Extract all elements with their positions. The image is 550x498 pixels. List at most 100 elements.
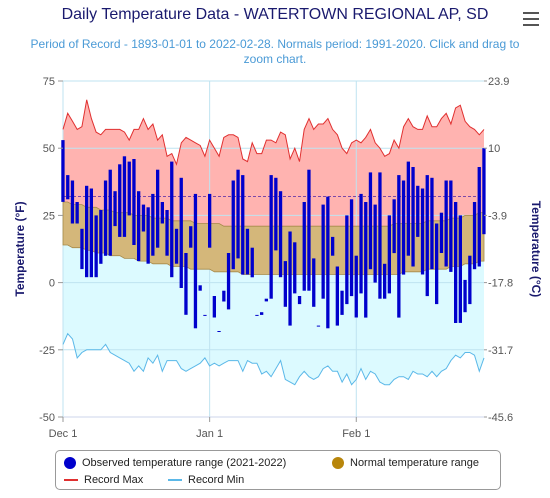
observed-bar[interactable]: [99, 210, 103, 264]
observed-bar[interactable]: [151, 193, 155, 256]
observed-bar[interactable]: [278, 191, 283, 278]
observed-bar[interactable]: [231, 180, 235, 270]
hamburger-menu-icon[interactable]: [520, 8, 542, 30]
observed-bar[interactable]: [340, 290, 344, 315]
observed-bar[interactable]: [444, 180, 448, 267]
observed-bar[interactable]: [354, 255, 358, 318]
observed-bar[interactable]: [250, 247, 254, 278]
observed-bar[interactable]: [184, 253, 188, 315]
observed-bar[interactable]: [217, 331, 221, 332]
observed-bar[interactable]: [293, 242, 297, 294]
observed-bar[interactable]: [449, 180, 453, 272]
observed-bar[interactable]: [387, 215, 391, 294]
observed-bar[interactable]: [85, 185, 89, 278]
observed-bar[interactable]: [283, 261, 287, 307]
observed-bar[interactable]: [472, 202, 477, 270]
observed-bar[interactable]: [113, 191, 117, 227]
observed-bar[interactable]: [226, 253, 231, 310]
legend-record-max[interactable]: Record Max: [64, 474, 143, 486]
observed-bar[interactable]: [335, 266, 339, 326]
observed-bar[interactable]: [326, 196, 330, 329]
observed-bar[interactable]: [321, 204, 325, 299]
observed-bar[interactable]: [80, 228, 84, 270]
observed-bar[interactable]: [416, 185, 420, 237]
observed-bar[interactable]: [203, 314, 207, 316]
observed-bar[interactable]: [288, 231, 292, 326]
observed-bar[interactable]: [463, 279, 467, 313]
observed-bar[interactable]: [349, 199, 354, 297]
observed-bar[interactable]: [198, 285, 202, 291]
observed-bar[interactable]: [127, 161, 131, 216]
observed-bar[interactable]: [260, 312, 264, 315]
observed-bar[interactable]: [75, 202, 79, 224]
observed-bar[interactable]: [430, 177, 434, 270]
observed-bar[interactable]: [373, 204, 377, 283]
observed-bar[interactable]: [255, 314, 259, 316]
observed-bar[interactable]: [222, 290, 226, 302]
observed-bar[interactable]: [302, 202, 306, 291]
observed-bar[interactable]: [189, 226, 193, 248]
observed-bar[interactable]: [392, 199, 396, 254]
observed-bar[interactable]: [435, 223, 439, 305]
observed-bar[interactable]: [307, 169, 311, 291]
observed-bar[interactable]: [193, 193, 198, 329]
observed-bar[interactable]: [170, 161, 174, 278]
observed-bar[interactable]: [420, 188, 425, 275]
observed-bar[interactable]: [245, 228, 250, 275]
observed-bar[interactable]: [269, 175, 273, 299]
legend-normal[interactable]: Normal temperature range: [332, 457, 479, 469]
observed-bar[interactable]: [241, 175, 245, 275]
observed-bar[interactable]: [108, 169, 112, 256]
observed-bar[interactable]: [70, 180, 75, 224]
observed-bar[interactable]: [89, 188, 93, 278]
observed-bar[interactable]: [118, 164, 122, 237]
observed-bar[interactable]: [425, 175, 429, 297]
observed-bar[interactable]: [477, 167, 481, 267]
observed-bar[interactable]: [212, 296, 216, 318]
x-tick-label: Dec 1: [49, 428, 78, 440]
observed-bar[interactable]: [156, 169, 160, 248]
temperature-chart[interactable]: 75 50 25 0 -25 -50 23.9 10 -3.9 -17.8 -31.7 -45.6 De…: [0, 0, 550, 450]
y2-tick-label: -3.9: [488, 210, 507, 222]
observed-bar[interactable]: [146, 207, 150, 264]
observed-bar[interactable]: [482, 148, 486, 235]
observed-bar[interactable]: [297, 296, 302, 305]
observed-bar[interactable]: [364, 202, 368, 318]
observed-bar[interactable]: [383, 263, 387, 299]
observed-bar[interactable]: [141, 204, 146, 232]
observed-bar[interactable]: [122, 156, 127, 237]
observed-bar[interactable]: [174, 228, 179, 264]
observed-bar[interactable]: [94, 215, 98, 278]
observed-bar[interactable]: [236, 169, 240, 259]
observed-bar[interactable]: [208, 193, 212, 248]
observed-bar[interactable]: [368, 172, 373, 270]
observed-bar[interactable]: [345, 215, 349, 305]
observed-bar[interactable]: [401, 180, 406, 275]
observed-bar[interactable]: [132, 159, 136, 245]
observed-bar[interactable]: [61, 140, 65, 202]
observed-bar[interactable]: [103, 180, 108, 256]
observed-bar[interactable]: [359, 193, 363, 294]
legend-record-min[interactable]: Record Min: [168, 474, 244, 486]
observed-bar[interactable]: [378, 172, 382, 299]
observed-bar[interactable]: [458, 215, 462, 323]
observed-bar[interactable]: [411, 167, 415, 267]
chart-title: Daily Temperature Data - WATERTOWN REGIO…: [61, 6, 489, 23]
observed-bar[interactable]: [66, 175, 70, 200]
observed-bar[interactable]: [137, 191, 141, 262]
observed-bar[interactable]: [331, 236, 335, 256]
observed-bar[interactable]: [312, 258, 316, 307]
observed-bar[interactable]: [316, 325, 321, 327]
observed-bar[interactable]: [406, 161, 410, 256]
observed-bar[interactable]: [165, 210, 169, 256]
observed-bar[interactable]: [439, 212, 444, 253]
observed-bar[interactable]: [454, 202, 458, 323]
observed-bar[interactable]: [160, 202, 164, 224]
legend-observed[interactable]: Observed temperature range (2021-2022): [64, 457, 286, 469]
observed-bar[interactable]: [468, 255, 472, 305]
y2-tick-label: -31.7: [488, 345, 513, 357]
observed-bar[interactable]: [264, 298, 268, 302]
observed-bar[interactable]: [179, 177, 183, 288]
observed-bar[interactable]: [397, 175, 401, 318]
observed-bar[interactable]: [274, 177, 278, 251]
